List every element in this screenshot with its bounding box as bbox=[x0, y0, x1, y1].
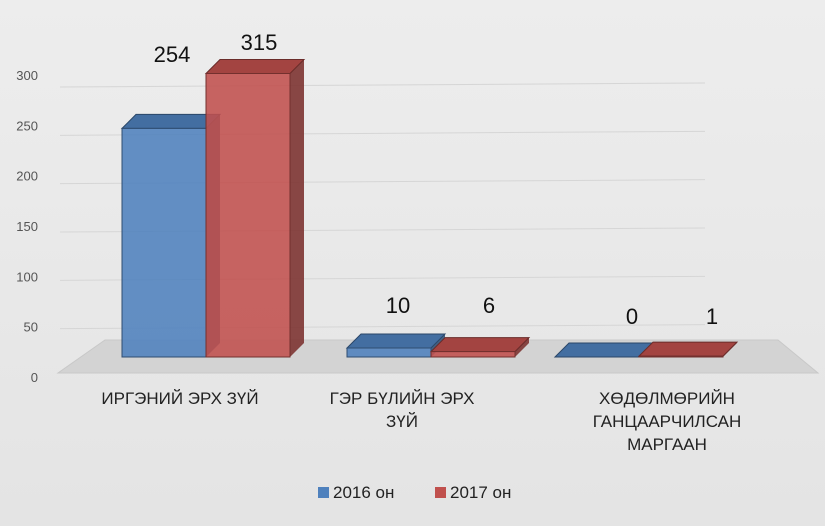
bar bbox=[204, 59, 306, 358]
category-label: ХӨДӨЛМӨРИЙН ГАНЦААРЧИЛСАН МАРГААН bbox=[593, 389, 742, 454]
legend-label: 2017 он bbox=[450, 483, 511, 502]
bar bbox=[429, 337, 531, 358]
bar bbox=[345, 333, 447, 358]
data-label: 0 bbox=[626, 304, 638, 329]
legend-swatch bbox=[435, 487, 446, 498]
bar bbox=[637, 341, 739, 358]
y-tick-label: 150 bbox=[16, 219, 38, 234]
category-label: ГЭР БҮЛИЙН ЭРХ ЗҮЙ bbox=[330, 389, 475, 431]
data-label: 10 bbox=[386, 293, 410, 318]
data-labels: 254 10 0 315 6 1 bbox=[154, 30, 718, 329]
y-tick-label: 200 bbox=[16, 169, 38, 184]
bar bbox=[553, 342, 655, 358]
y-tick-label: 100 bbox=[16, 269, 38, 284]
y-tick-label: 50 bbox=[24, 320, 38, 335]
legend: 2016 он 2017 он bbox=[318, 483, 511, 502]
data-label: 1 bbox=[706, 304, 718, 329]
category-label: ИРГЭНИЙ ЭРХ ЗҮЙ bbox=[101, 389, 258, 408]
y-tick-label: 300 bbox=[16, 68, 38, 83]
data-label: 254 bbox=[154, 42, 191, 67]
y-axis-ticks: 0 50 100 150 200 250 300 bbox=[16, 68, 38, 385]
bar bbox=[120, 113, 222, 358]
gridline bbox=[59, 82, 706, 88]
legend-label: 2016 он bbox=[333, 483, 394, 502]
bars bbox=[120, 59, 739, 358]
x-axis-categories: ИРГЭНИЙ ЭРХ ЗҮЙ ГЭР БҮЛИЙН ЭРХ ЗҮЙ ХӨДӨЛМӨР… bbox=[101, 389, 741, 454]
y-tick-label: 0 bbox=[31, 370, 38, 385]
data-label: 315 bbox=[241, 30, 278, 55]
data-label: 6 bbox=[483, 293, 495, 318]
legend-swatch bbox=[318, 487, 329, 498]
y-tick-label: 250 bbox=[16, 118, 38, 133]
